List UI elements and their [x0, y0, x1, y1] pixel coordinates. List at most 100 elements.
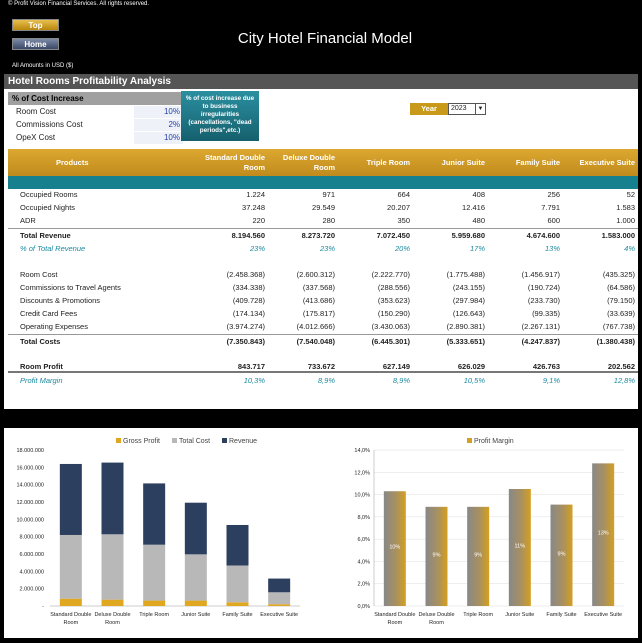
table-cell: 17%: [469, 244, 485, 253]
row-label: % of Total Revenue: [20, 244, 86, 253]
table-cell: 280: [322, 216, 335, 225]
table-cell: (2.600.312): [296, 270, 335, 279]
y-tick-label: 16.000.000: [16, 465, 44, 471]
row-label: Commissions to Travel Agents: [20, 283, 121, 292]
x-tick-label: Deluxe Double: [94, 612, 130, 618]
table-cell: (150.290): [377, 309, 410, 318]
table-cell: (353.623): [377, 296, 410, 305]
x-tick-label: Junior Suite: [505, 612, 534, 618]
cost-input-commissions[interactable]: 2%: [134, 119, 183, 131]
table-cell: 256: [547, 190, 560, 199]
copyright-text: © Profit Vision Financial Services. All …: [8, 1, 150, 7]
table-cell: 13%: [544, 244, 560, 253]
year-value: 2023: [451, 105, 467, 112]
table-cell: 8,9%: [392, 376, 410, 385]
table-row: Credit Card Fees (174.134) (175.817) (150.2…: [8, 307, 638, 320]
table-cell: (297.984): [452, 296, 485, 305]
row-label: Total Revenue: [20, 231, 71, 240]
table-cell: 20.207: [387, 203, 410, 212]
year-dropdown[interactable]: 2023 ▼: [448, 103, 486, 115]
table-cell: 971: [322, 190, 335, 199]
y-tick-label: 14.000.000: [16, 483, 44, 489]
amounts-note: All Amounts in USD ($): [12, 63, 74, 69]
y-tick-label: -: [42, 604, 44, 610]
table-cell: 627.149: [382, 362, 410, 371]
table-cell: 1.000: [616, 216, 635, 225]
table-cell: 12.416: [462, 203, 485, 212]
legend-swatch: [222, 438, 227, 443]
top-button[interactable]: Top: [12, 19, 59, 31]
gross-profit-bar: [143, 600, 166, 606]
table-cell: 7.791: [541, 203, 560, 212]
cost-row-room: Room Cost 10%: [8, 106, 183, 118]
total-cost-bar: [268, 592, 291, 605]
x-tick-label: Deluxe Double: [418, 612, 454, 618]
data-label: 9%: [433, 552, 441, 558]
column-header: Family Suite: [515, 158, 560, 167]
table-cell: (2.458.368): [226, 270, 265, 279]
charts-panel: Gross Profit Total Cost Revenue - 2.000.000 4…: [4, 428, 638, 638]
products-header: Products: [56, 158, 89, 167]
y-tick-label: 6.000.000: [20, 552, 44, 558]
revenue-bar: [143, 483, 166, 545]
total-cost-bar: [101, 534, 124, 600]
row-label: ADR: [20, 216, 36, 225]
table-row: Occupied Rooms 1.224 971 664 408 256 52: [8, 188, 638, 201]
column-header: Junior Suite: [441, 158, 485, 167]
table-cell: (2.267.131): [521, 322, 560, 331]
table-cell: 202.562: [607, 362, 635, 371]
table-cell: 733.672: [307, 362, 335, 371]
y-tick-label: 0,0%: [357, 604, 370, 610]
table-row: Room Cost (2.458.368) (2.600.312) (2.222.77…: [8, 268, 638, 281]
table-row: Commissions to Travel Agents (334.338) (33…: [8, 281, 638, 294]
table-cell: (2.890.381): [446, 322, 485, 331]
y-tick-label: 10.000.000: [16, 517, 44, 523]
x-tick-label: Triple Room: [463, 612, 493, 618]
home-button[interactable]: Home: [12, 38, 59, 50]
table-row: Profit Margin 10,3% 8,9% 8,9% 10,5% 9,1% 12,8%: [8, 374, 638, 387]
section-title: Hotel Rooms Profitability Analysis: [4, 74, 638, 89]
table-cell: 1.224: [246, 190, 265, 199]
cost-input-opex[interactable]: 10%: [134, 132, 183, 144]
table-header: Products Standard Double Room Deluxe Dou…: [8, 149, 638, 176]
table-cell: 5.959.680: [451, 231, 485, 240]
table-row: Occupied Nights 37.248 29.549 20.207 12.416 7…: [8, 201, 638, 214]
y-tick-label: 12.000.000: [16, 500, 44, 506]
y-tick-label: 18.000.000: [16, 448, 44, 454]
revenue-bar: [59, 463, 82, 535]
gross-profit-bar: [226, 602, 249, 606]
table-cell: 8.273.720: [301, 231, 335, 240]
legend-label: Profit Margin: [474, 438, 514, 445]
x-tick-label: Junior Suite: [181, 612, 210, 618]
legend-label: Total Cost: [179, 438, 210, 445]
table-cell: 480: [472, 216, 485, 225]
revenue-bar: [268, 578, 291, 593]
table-cell: 37.248: [242, 203, 265, 212]
table-cell: 29.549: [312, 203, 335, 212]
revenue-bar: [184, 502, 207, 555]
total-cost-bar: [59, 534, 82, 599]
table-cell: 408: [472, 190, 485, 199]
table-cell: (126.643): [452, 309, 485, 318]
gross-profit-bar: [184, 600, 207, 606]
x-tick-label: Family Suite: [546, 612, 576, 618]
y-tick-label: 4.000.000: [20, 569, 44, 575]
data-label: 11%: [515, 544, 526, 550]
table-cell: (33.639): [607, 309, 635, 318]
table-cell: (413.686): [302, 296, 335, 305]
table-cell: (64.586): [607, 283, 635, 292]
cost-input-room[interactable]: 10%: [134, 106, 183, 118]
table-cell: (288.556): [377, 283, 410, 292]
data-label: 9%: [558, 551, 566, 557]
cost-row-commissions: Commissions Cost 2%: [8, 119, 183, 131]
cost-note-box: % of cost increase due to business irreg…: [181, 91, 259, 141]
table-cell: (99.335): [532, 309, 560, 318]
total-cost-bar: [143, 544, 166, 601]
table-cell: (5.333.651): [446, 337, 485, 346]
table-cell: 426.763: [532, 362, 560, 371]
chevron-down-icon[interactable]: ▼: [475, 104, 485, 114]
gross-profit-bar: [268, 604, 291, 606]
x-tick-label: Family Suite: [222, 612, 252, 618]
data-label: 10%: [389, 545, 400, 551]
cost-row-label: Commissions Cost: [16, 120, 83, 129]
